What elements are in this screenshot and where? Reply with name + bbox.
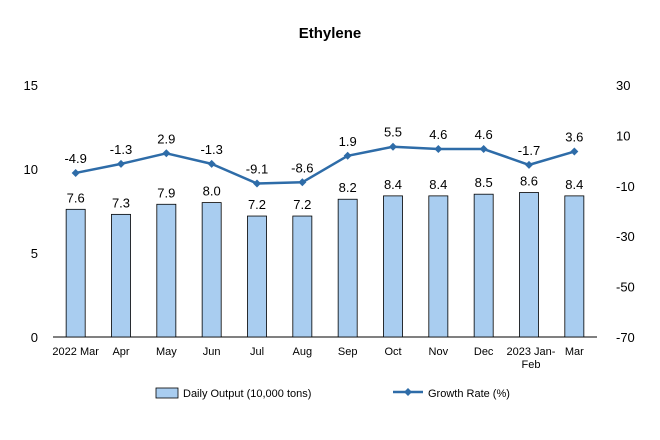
- bar-value-label: 7.2: [293, 197, 311, 212]
- line-value-label: -9.1: [246, 162, 268, 177]
- bar: [337, 198, 358, 338]
- x-tick-label: Dec: [474, 346, 494, 358]
- data-labels: 7.6 7.3 7.9 8.0 7.2 7.2 8.2 8.4 8.4 8.5 8.6 8.4 -4.9…: [64, 125, 583, 212]
- x-tick-label: Jul: [250, 346, 264, 358]
- bar-value-label: 7.9: [157, 185, 175, 200]
- line-point: [525, 160, 533, 169]
- x-tick-label: Nov: [429, 346, 449, 358]
- bar: [519, 192, 539, 338]
- y-right-tick-label: 10: [616, 128, 630, 143]
- legend-bar-label: Daily Output (10,000 tons): [183, 388, 311, 400]
- chart-title: Ethylene: [299, 25, 362, 42]
- y-right-tick-label: -70: [616, 330, 635, 345]
- bar: [428, 195, 449, 338]
- axes: 0 5 10 15 -70 -50 -30 -10 10 30 2022 Mar Apr May Jun J…: [24, 78, 635, 371]
- x-tick-label: Aug: [293, 346, 313, 358]
- bar-value-label: 8.6: [520, 174, 538, 189]
- x-tick-label: May: [156, 346, 177, 358]
- bar: [564, 195, 585, 338]
- line-value-label: 4.6: [475, 127, 493, 142]
- y-left-tick-label: 0: [31, 330, 38, 345]
- x-tick-label: Sep: [338, 346, 358, 358]
- bar-value-label: 8.4: [565, 177, 583, 192]
- bar: [292, 215, 313, 338]
- x-tick-label: 2023 Jan-: [507, 346, 556, 358]
- line-point: [343, 151, 352, 160]
- line-value-label: 3.6: [565, 130, 583, 145]
- legend-line-label: Growth Rate (%): [428, 388, 510, 400]
- y-left-tick-label: 15: [24, 78, 38, 93]
- x-tick-label-cont: Feb: [522, 359, 541, 371]
- bar: [156, 203, 177, 338]
- y-right-tick-label: -50: [616, 280, 635, 295]
- line-value-label: -1.3: [110, 142, 132, 157]
- line-point: [298, 178, 307, 187]
- line-value-label: 4.6: [429, 127, 447, 142]
- line-value-label: 5.5: [384, 125, 402, 140]
- line-value-label: 1.9: [339, 134, 357, 149]
- bar-value-label: 7.3: [112, 195, 130, 210]
- bar: [473, 193, 494, 338]
- line-point: [71, 168, 80, 177]
- x-tick-label: Oct: [384, 346, 401, 358]
- line-point: [479, 145, 488, 154]
- y-right-tick-label: -30: [616, 229, 635, 244]
- line-point: [207, 159, 216, 168]
- line-point: [434, 145, 443, 154]
- legend: Daily Output (10,000 tons) Growth Rate (%…: [155, 387, 510, 400]
- line-point: [570, 147, 579, 156]
- bar-value-label: 8.4: [384, 177, 402, 192]
- line-point: [117, 159, 125, 168]
- bar-value-label: 8.4: [429, 177, 447, 192]
- line-series: [71, 142, 579, 188]
- growth-line: [75, 145, 575, 185]
- line-value-label: -1.7: [518, 143, 540, 158]
- x-tick-label: 2022 Mar: [52, 346, 99, 358]
- x-tick-label: Apr: [112, 346, 129, 358]
- bar-value-label: 8.0: [203, 184, 221, 199]
- y-left-tick-label: 5: [31, 246, 38, 261]
- legend-line-marker: [404, 388, 412, 396]
- line-value-label: 2.9: [157, 131, 175, 146]
- line-value-label: -8.6: [291, 160, 313, 175]
- line-value-label: -1.3: [200, 142, 222, 157]
- y-right-tick-label: 30: [616, 78, 630, 93]
- x-tick-label: Jun: [203, 346, 221, 358]
- x-tick-label: Mar: [565, 346, 584, 358]
- bar: [111, 213, 131, 338]
- line-point: [253, 179, 261, 188]
- bar-value-label: 8.2: [339, 180, 357, 195]
- bar: [201, 202, 222, 338]
- line-point: [389, 142, 397, 151]
- bar-value-label: 7.2: [248, 197, 266, 212]
- bar-value-label: 7.6: [67, 190, 85, 205]
- bar-series: [65, 192, 585, 338]
- line-value-label: -4.9: [64, 151, 86, 166]
- y-left-tick-label: 10: [24, 162, 38, 177]
- bar: [65, 208, 86, 338]
- bar: [247, 215, 267, 338]
- bar: [383, 195, 403, 338]
- y-right-tick-label: -10: [616, 179, 635, 194]
- line-point: [162, 149, 171, 158]
- legend-bar-swatch: [155, 387, 179, 399]
- bar-value-label: 8.5: [475, 175, 493, 190]
